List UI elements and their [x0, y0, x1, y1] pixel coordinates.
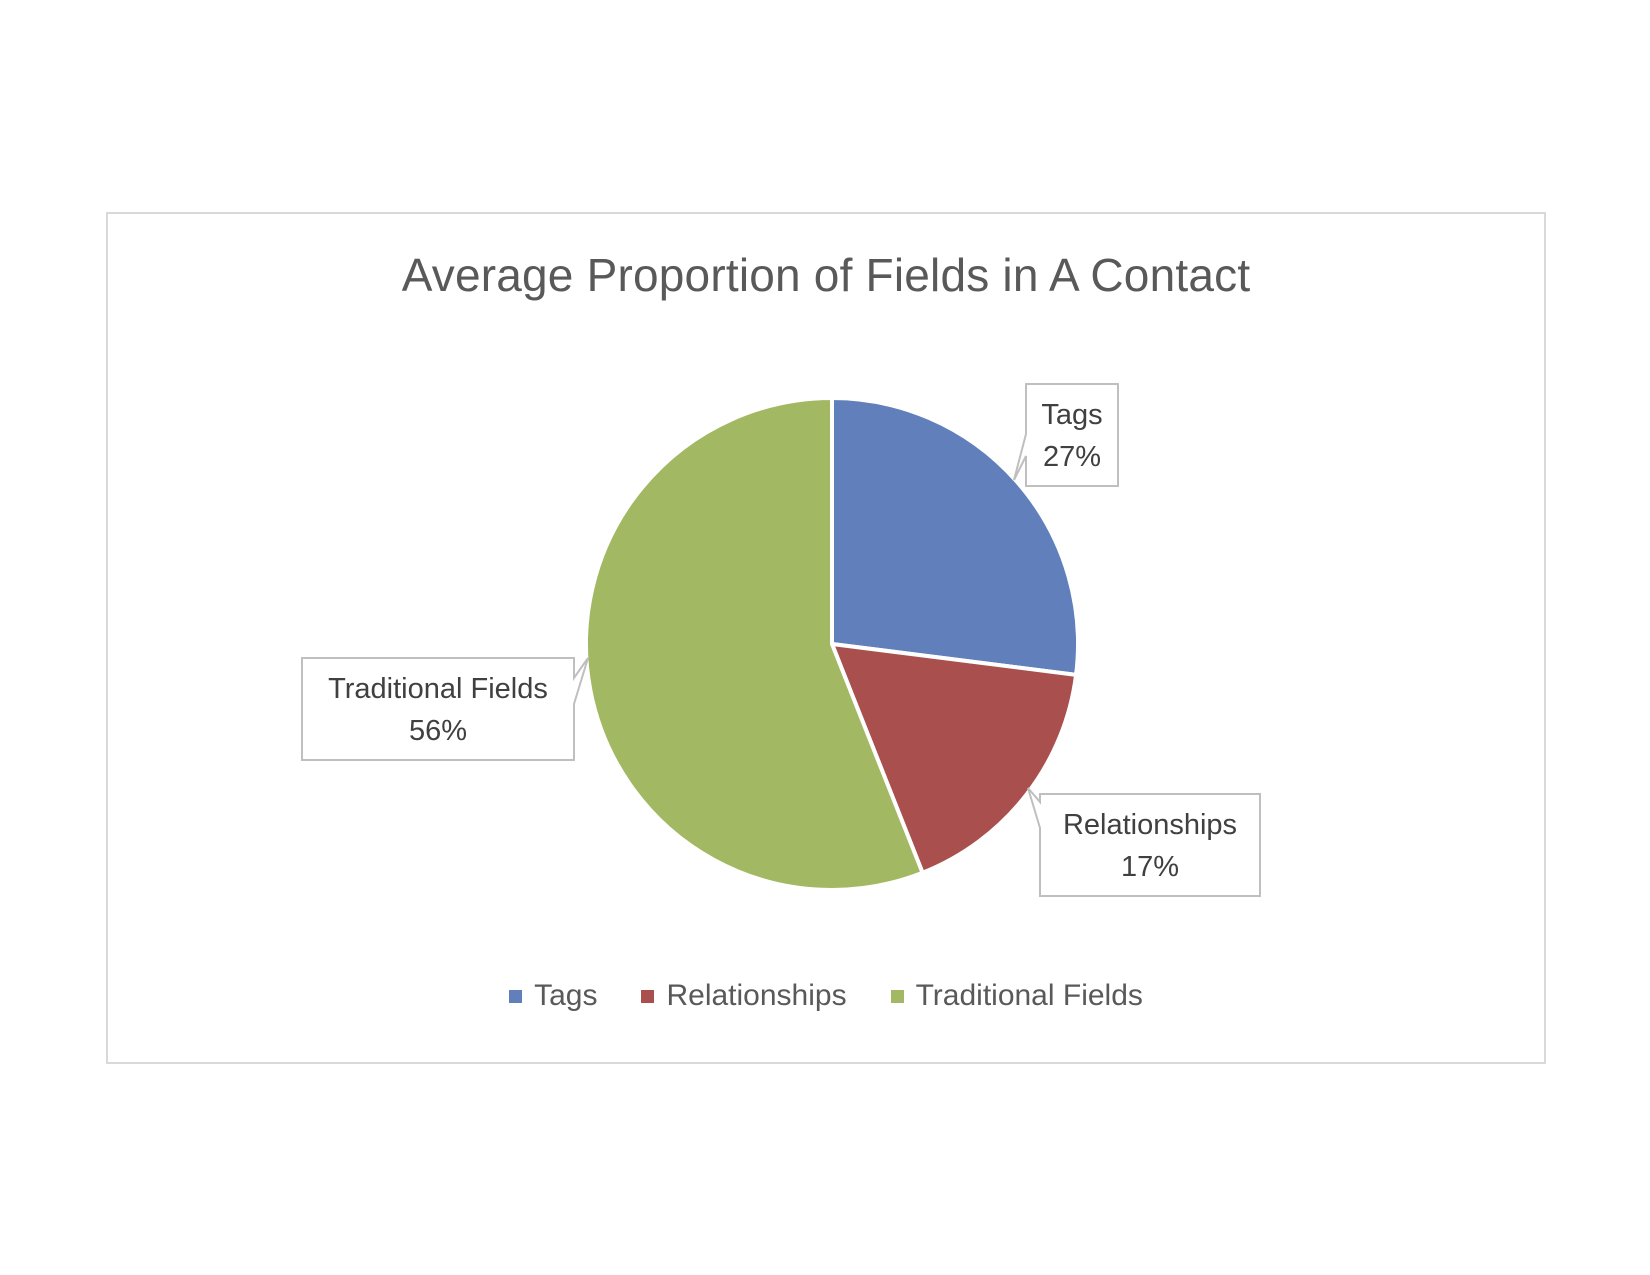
data-label-traditional-fields: Traditional Fields 56% [301, 657, 589, 761]
chart-title: Average Proportion of Fields in A Contac… [401, 249, 1251, 301]
pie-slices [584, 396, 1080, 892]
data-label-tags: Tags 27% [1013, 383, 1119, 487]
legend-label-traditional-fields: Traditional Fields [915, 979, 1143, 1012]
legend-swatch-relationships [641, 989, 655, 1003]
legend-label-relationships: Relationships [666, 979, 847, 1012]
legend-item-relationships: Relationships [641, 979, 847, 1013]
legend-item-tags: Tags [509, 979, 597, 1013]
legend-label-tags: Tags [534, 979, 598, 1012]
pie-slice-traditional-fields [584, 396, 925, 892]
callout-box [301, 657, 589, 761]
pie-slice-tags [830, 396, 1080, 677]
pie-slice-relationships [830, 642, 1079, 875]
callout-box [1013, 383, 1119, 487]
chart-frame: Average Proportion of Fields in A Contac… [106, 212, 1546, 1064]
legend-swatch-tags [509, 989, 523, 1003]
legend: Tags Relationships Traditional Fields [108, 979, 1544, 1013]
data-label-percentage: 27% [1043, 441, 1101, 473]
data-label-category: Tags [1041, 399, 1102, 431]
data-labels: Tags 27% Relationships 17% Traditional Field… [301, 383, 1261, 897]
data-label-percentage: 17% [1121, 851, 1179, 883]
data-label-category: Traditional Fields [328, 673, 548, 705]
data-label-relationships: Relationships 17% [1027, 787, 1261, 897]
data-label-percentage: 56% [409, 715, 467, 747]
data-label-category: Relationships [1063, 809, 1237, 841]
pie-chart: Tags 27% Relationships 17% Traditional Field… [301, 383, 1261, 897]
legend-item-traditional-fields: Traditional Fields [890, 979, 1143, 1013]
legend-swatch-traditional-fields [890, 989, 904, 1003]
callout-box [1027, 787, 1261, 897]
